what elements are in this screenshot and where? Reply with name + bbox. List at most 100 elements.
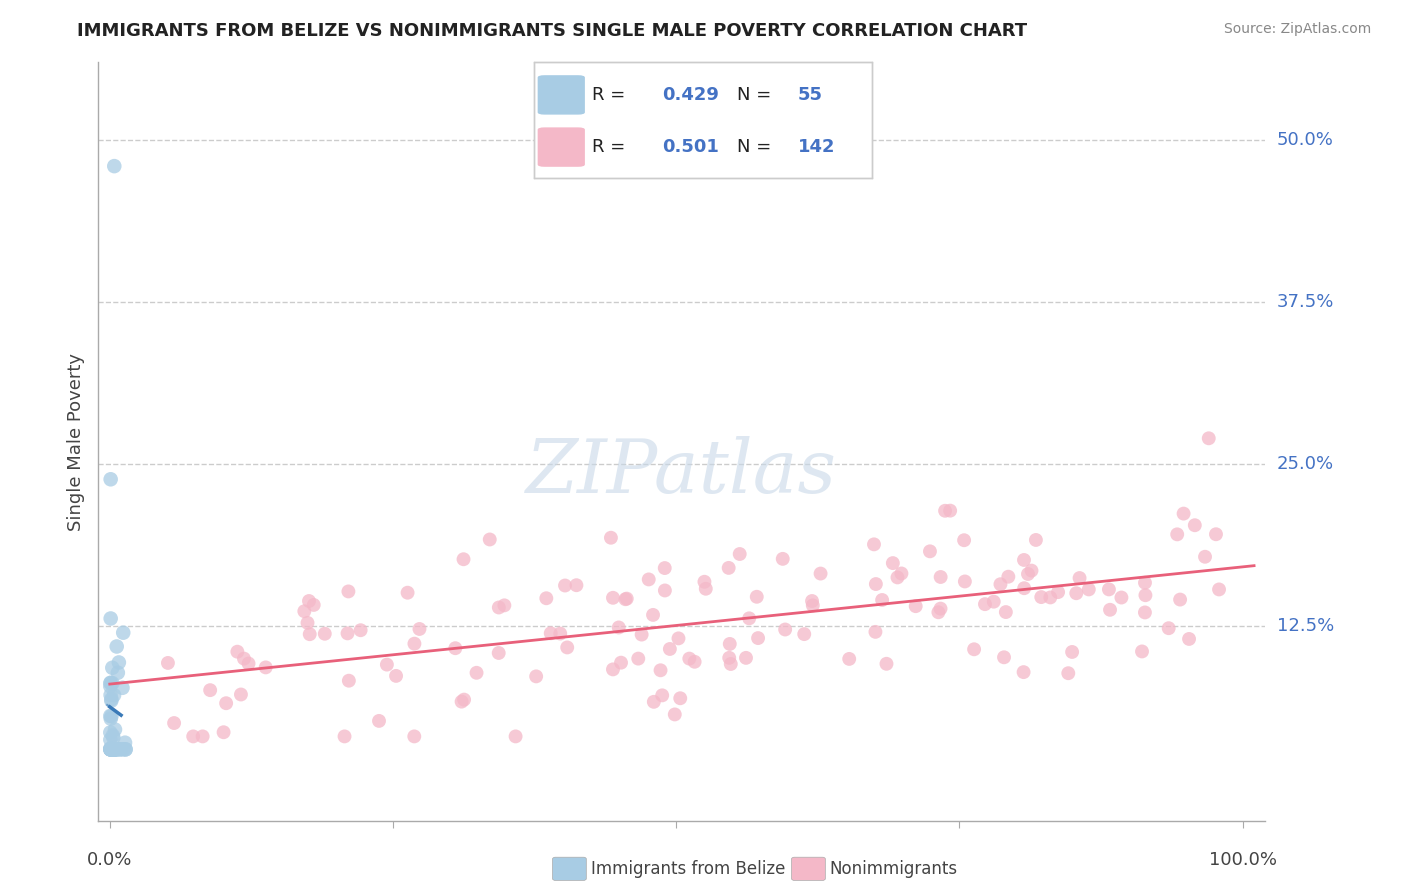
Point (103, 159, 125, 173)
Point (607, 620, 630, 634)
Point (1012, 665, 1035, 680)
Point (233, 651, 256, 665)
Point (375, 657, 398, 672)
Point (963, 642, 986, 657)
Point (738, 611, 761, 625)
Point (368, 714, 391, 728)
FancyBboxPatch shape (537, 128, 585, 167)
Point (838, 652, 860, 666)
Point (1184, 518, 1206, 533)
Point (101, 742, 124, 756)
Point (98, 725, 121, 739)
Point (654, 583, 676, 598)
Y-axis label: Single Male Poverty: Single Male Poverty (67, 352, 86, 531)
Point (695, 582, 717, 596)
Point (98, 742, 121, 756)
Point (1173, 507, 1195, 521)
Point (103, 742, 125, 756)
Point (1017, 567, 1039, 582)
Text: R =: R = (592, 138, 631, 156)
Point (112, 625, 135, 640)
Point (314, 626, 336, 640)
Point (772, 552, 794, 566)
Text: 100.0%: 100.0% (1209, 851, 1277, 869)
Point (108, 656, 131, 670)
Point (103, 742, 125, 756)
Point (524, 669, 547, 683)
Point (1077, 582, 1099, 597)
Text: 37.5%: 37.5% (1277, 293, 1334, 311)
Text: Nonimmigrants: Nonimmigrants (830, 860, 957, 878)
Point (337, 584, 360, 599)
Point (100, 742, 122, 756)
Point (1021, 564, 1043, 578)
Point (297, 615, 319, 630)
Point (198, 683, 221, 698)
Point (100, 742, 122, 756)
Point (191, 730, 214, 744)
Point (1133, 606, 1156, 620)
Point (110, 742, 132, 756)
Point (876, 657, 898, 671)
Point (100, 709, 122, 723)
Point (396, 585, 419, 599)
Point (683, 655, 706, 669)
Point (105, 640, 128, 654)
Point (98, 741, 121, 756)
FancyBboxPatch shape (537, 75, 585, 114)
Point (886, 570, 908, 584)
Point (100, 676, 122, 690)
Point (100, 694, 122, 708)
Point (616, 591, 638, 606)
Point (505, 730, 527, 744)
Point (929, 570, 952, 584)
Point (974, 597, 997, 611)
Point (651, 689, 673, 703)
Point (1069, 571, 1091, 585)
Point (1111, 591, 1133, 605)
Text: ZIPatlas: ZIPatlas (526, 435, 838, 508)
Point (100, 688, 122, 702)
Point (229, 688, 252, 702)
Point (720, 657, 742, 671)
Point (600, 531, 623, 545)
Point (602, 591, 624, 605)
Text: N =: N = (737, 138, 776, 156)
Point (101, 676, 124, 690)
Point (103, 731, 125, 745)
Point (939, 503, 962, 517)
Point (100, 712, 122, 726)
Point (238, 657, 260, 671)
Point (654, 561, 676, 575)
Point (678, 651, 700, 665)
Point (404, 730, 426, 744)
Point (101, 742, 124, 756)
Point (163, 716, 186, 731)
Point (870, 593, 893, 607)
Point (1130, 644, 1153, 658)
Point (882, 556, 904, 570)
Point (865, 624, 887, 639)
Text: 50.0%: 50.0% (1277, 131, 1333, 149)
Point (101, 742, 124, 756)
Point (953, 533, 976, 548)
Point (478, 533, 501, 547)
Text: 25.0%: 25.0% (1277, 455, 1334, 474)
Point (104, 723, 127, 737)
Text: 0.501: 0.501 (662, 138, 720, 156)
Point (114, 736, 136, 750)
Point (114, 742, 136, 756)
Point (1166, 527, 1188, 541)
Point (181, 730, 204, 744)
Point (112, 742, 135, 756)
Text: Source: ZipAtlas.com: Source: ZipAtlas.com (1223, 22, 1371, 37)
Point (664, 707, 686, 722)
Point (105, 742, 128, 756)
Point (630, 627, 652, 641)
Point (298, 627, 321, 641)
Point (745, 590, 768, 604)
Point (1098, 582, 1121, 597)
Point (602, 662, 624, 676)
Point (302, 598, 325, 612)
Point (773, 623, 796, 637)
